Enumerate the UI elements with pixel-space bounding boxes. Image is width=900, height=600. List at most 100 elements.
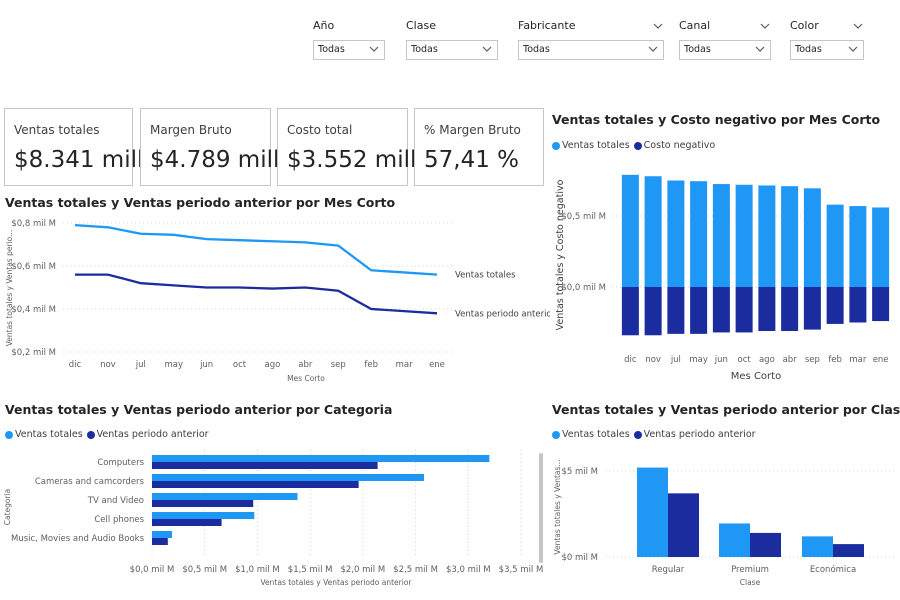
x-tick-label: dic: [69, 360, 82, 370]
x-tick-label: feb: [828, 355, 842, 365]
scrollbar[interactable]: [539, 453, 543, 563]
x-tick-label: dic: [624, 355, 637, 365]
stack-chart-title: Ventas totales y Costo negativo por Mes …: [552, 112, 881, 127]
bar-ventas-totales[interactable]: [735, 184, 753, 287]
kpi-card-ventas[interactable]: Ventas totales $8.341 mill.: [4, 108, 151, 186]
x-tick-label: $1,5 mil M: [288, 565, 333, 575]
clase-dropdown[interactable]: Todas: [406, 40, 498, 60]
chevron-down-icon[interactable]: [852, 20, 864, 32]
dropdown-value: Todas: [684, 44, 711, 55]
bar-ventas-totales[interactable]: [152, 531, 173, 538]
x-tick-label: abr: [783, 355, 798, 365]
stacked-bar-chart[interactable]: $0,0 mil M $0,5 mil M dic nov jul may jun oct ag…: [550, 155, 900, 390]
kpi-title: % Margen Bruto: [424, 123, 521, 137]
bar-ventas-totales[interactable]: [872, 207, 890, 287]
x-tick-label: jun: [714, 355, 728, 365]
legend-item[interactable]: Costo negativo: [643, 140, 716, 151]
fabricante-dropdown[interactable]: Todas: [518, 40, 664, 60]
bar-costo-negativo[interactable]: [781, 287, 799, 332]
bar-ventas-totales[interactable]: [781, 186, 799, 287]
bar-ventas-totales[interactable]: [152, 493, 298, 500]
bar-ventas-periodo-anterior[interactable]: [152, 519, 222, 526]
bar-ventas-periodo-anterior[interactable]: [152, 500, 254, 507]
kpi-card-pct-margen[interactable]: % Margen Bruto 57,41 %: [414, 108, 544, 186]
kpi-card-costo[interactable]: Costo total $3.552 mill.: [277, 108, 424, 186]
series-line-ventas-totales: [74, 224, 438, 276]
bar-ventas-periodo-anterior[interactable]: [833, 544, 864, 557]
bar-ventas-totales[interactable]: [621, 174, 639, 287]
bar-ventas-periodo-anterior[interactable]: [152, 481, 359, 488]
x-tick-label: jul: [670, 355, 681, 365]
legend-item[interactable]: Ventas periodo anterior: [643, 429, 756, 440]
line-chart[interactable]: $0,2 mil M $0,4 mil M $0,6 mil M $0,8 mil M…: [0, 210, 550, 390]
bar-costo-negativo[interactable]: [758, 287, 776, 332]
x-tick-label: jun: [199, 360, 213, 370]
bar-costo-negativo[interactable]: [667, 287, 685, 334]
legend-item[interactable]: Ventas totales: [15, 429, 83, 440]
bar-ventas-totales[interactable]: [690, 181, 708, 287]
bar-ventas-periodo-anterior[interactable]: [668, 493, 699, 557]
x-tick-label: $3,5 mil M: [499, 565, 544, 575]
bar-costo-negativo[interactable]: [826, 287, 844, 324]
kpi-value: $8.341 mill.: [14, 147, 151, 173]
x-axis-title: Mes Corto: [731, 371, 781, 382]
x-tick-label: oct: [233, 360, 247, 370]
bar-ventas-totales[interactable]: [758, 185, 776, 287]
clase-chart-title: Ventas totales y Ventas periodo anterior…: [552, 402, 900, 417]
bar-ventas-periodo-anterior[interactable]: [750, 532, 781, 557]
bar-ventas-totales[interactable]: [849, 206, 867, 287]
canal-dropdown[interactable]: Todas: [679, 40, 771, 60]
x-axis-title: Mes Corto: [287, 374, 325, 383]
color-dropdown[interactable]: Todas: [790, 40, 864, 60]
legend-item[interactable]: Ventas periodo anterior: [96, 429, 209, 440]
chevron-down-icon: [369, 46, 379, 52]
bar-costo-negativo[interactable]: [712, 287, 730, 333]
legend-dot-icon: [552, 141, 560, 150]
year-dropdown[interactable]: Todas: [313, 40, 385, 60]
bar-ventas-totales[interactable]: [712, 184, 730, 287]
kpi-value: $4.789 mill.: [150, 147, 287, 173]
bar-ventas-totales[interactable]: [637, 467, 668, 557]
bar-ventas-totales[interactable]: [802, 536, 833, 557]
slicer-color: Color Todas: [790, 18, 864, 60]
bar-costo-negativo[interactable]: [690, 287, 708, 334]
chevron-down-icon[interactable]: [759, 20, 771, 32]
bar-ventas-totales[interactable]: [152, 455, 490, 462]
bar-costo-negativo[interactable]: [644, 287, 662, 336]
line-chart-title: Ventas totales y Ventas periodo anterior…: [5, 195, 396, 210]
bar-ventas-totales[interactable]: [152, 512, 255, 519]
bar-ventas-totales[interactable]: [826, 204, 844, 287]
kpi-card-margen[interactable]: Margen Bruto $4.789 mill.: [140, 108, 287, 186]
bar-costo-negativo[interactable]: [803, 287, 821, 330]
bar-ventas-totales[interactable]: [644, 176, 662, 287]
x-tick-label: mar: [849, 355, 866, 365]
bar-ventas-totales[interactable]: [152, 474, 425, 481]
bar-costo-negativo[interactable]: [872, 287, 890, 322]
x-tick-label: jul: [135, 360, 146, 370]
bar-costo-negativo[interactable]: [849, 287, 867, 323]
legend-dot-icon: [86, 430, 95, 439]
horizontal-bar-chart[interactable]: $0,0 mil M $0,5 mil M $1,0 mil M $1,5 mil M…: [0, 445, 550, 595]
bar-ventas-totales[interactable]: [667, 180, 685, 288]
chevron-down-icon[interactable]: [652, 20, 664, 32]
bar-costo-negativo[interactable]: [621, 287, 639, 336]
legend-dot-icon: [5, 430, 13, 439]
bar-ventas-totales[interactable]: [803, 188, 821, 287]
x-tick-label: ago: [265, 360, 281, 370]
clase-bar-chart[interactable]: $0 mil M $5 mil M Regular Premium Económica C…: [550, 445, 900, 595]
x-tick-label: nov: [100, 360, 116, 370]
legend-item[interactable]: Ventas totales: [562, 140, 630, 151]
bar-ventas-periodo-anterior[interactable]: [152, 538, 168, 545]
y-tick-label: $0,5 mil M: [561, 212, 606, 222]
kpi-value: 57,41 %: [424, 147, 520, 173]
bar-ventas-periodo-anterior[interactable]: [152, 462, 378, 469]
y-axis-title: Ventas totales y Costo negativo: [555, 179, 566, 330]
bar-ventas-totales[interactable]: [719, 523, 750, 557]
x-tick-label: Regular: [652, 565, 685, 575]
legend-item[interactable]: Ventas totales: [562, 429, 630, 440]
x-tick-label: sep: [805, 355, 820, 365]
y-tick-label: Cell phones: [94, 515, 144, 525]
x-tick-label: $2,0 mil M: [341, 565, 386, 575]
bar-costo-negativo[interactable]: [735, 287, 753, 333]
x-tick-label: $2,5 mil M: [393, 565, 438, 575]
